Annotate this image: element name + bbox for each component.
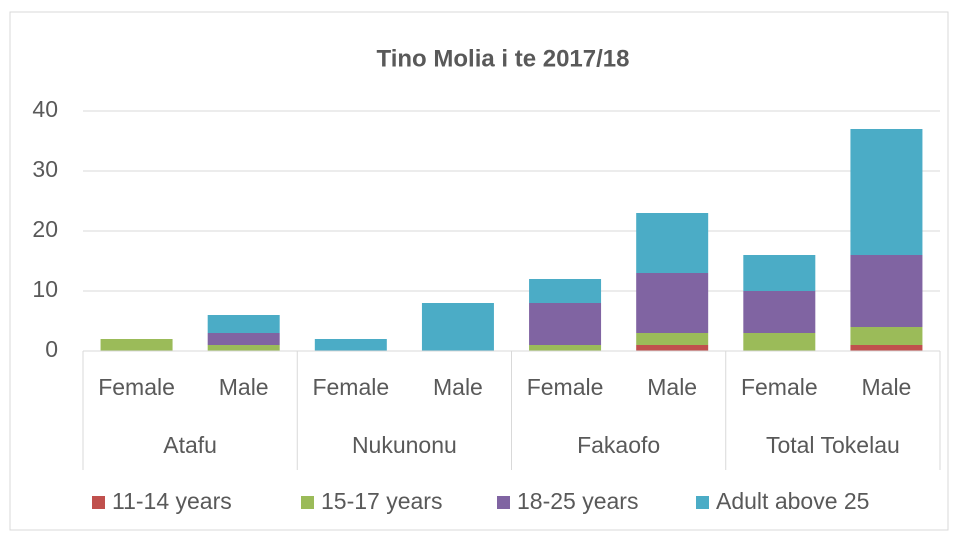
bar-segment <box>743 333 816 351</box>
bar-segment <box>743 255 816 291</box>
bar-segment <box>529 345 602 351</box>
y-tick-label: 0 <box>45 336 58 362</box>
bar-segment <box>207 315 280 333</box>
bar-segment <box>207 345 280 351</box>
bar-segment <box>636 345 709 351</box>
x-tick-label: Male <box>862 374 912 400</box>
legend-label: 15-17 years <box>321 488 442 514</box>
legend-swatch <box>696 496 709 509</box>
x-tick-label: Female <box>98 374 175 400</box>
x-tick-label: Female <box>527 374 604 400</box>
y-tick-label: 20 <box>32 216 58 242</box>
bar-segment <box>743 291 816 333</box>
bar-segment <box>207 333 280 345</box>
bar-segment <box>850 345 923 351</box>
legend-label: 18-25 years <box>517 488 638 514</box>
x-tick-label: Female <box>312 374 389 400</box>
legend-swatch <box>92 496 105 509</box>
x-tick-label: Male <box>219 374 269 400</box>
legend-swatch <box>497 496 510 509</box>
group-label: Nukunonu <box>352 432 457 458</box>
legend-swatch <box>301 496 314 509</box>
bar-segment <box>850 327 923 345</box>
bar-segment <box>529 303 602 345</box>
legend-label: Adult above 25 <box>716 488 869 514</box>
bar-segment <box>314 339 387 351</box>
y-tick-label: 30 <box>32 156 58 182</box>
bar-segment <box>421 303 494 351</box>
x-tick-label: Male <box>433 374 483 400</box>
bar-segment <box>850 129 923 255</box>
y-tick-label: 40 <box>32 96 58 122</box>
bar-segment <box>100 339 173 351</box>
bar-segment <box>636 333 709 345</box>
group-label: Atafu <box>163 432 217 458</box>
bar-segment <box>529 279 602 303</box>
group-label: Total Tokelau <box>766 432 900 458</box>
bar-segment <box>636 273 709 333</box>
y-tick-label: 10 <box>32 276 58 302</box>
bar-segment <box>850 255 923 327</box>
group-label: Fakaofo <box>577 432 660 458</box>
x-tick-label: Female <box>741 374 818 400</box>
bar-segment <box>636 213 709 273</box>
x-tick-label: Male <box>647 374 697 400</box>
chart-title: Tino Molia i te 2017/18 <box>377 45 630 72</box>
legend-label: 11-14 years <box>112 488 232 514</box>
